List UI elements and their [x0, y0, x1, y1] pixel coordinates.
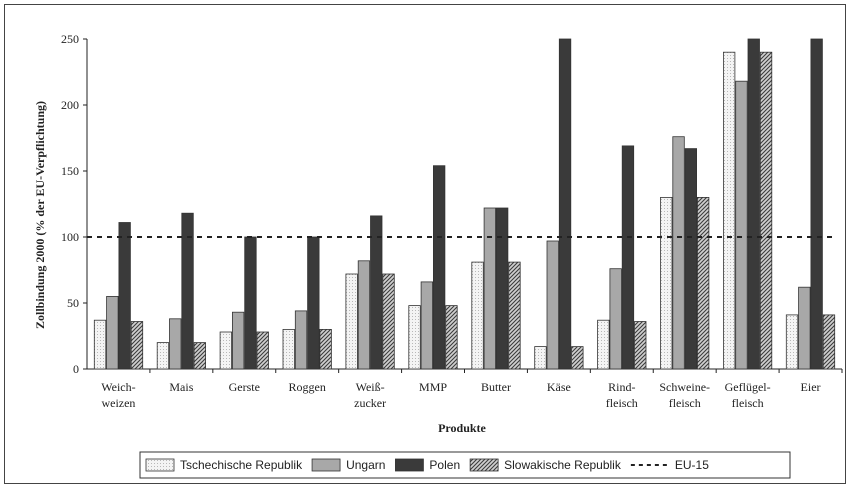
x-tick-label: MMP	[419, 380, 447, 394]
bar	[357, 260, 371, 370]
bar	[169, 318, 182, 370]
bar	[634, 321, 647, 370]
x-tick-label: Käse	[547, 380, 571, 394]
bar	[534, 346, 547, 370]
bar	[93, 319, 107, 370]
bar	[735, 80, 748, 370]
x-tick-label: Gerste	[229, 380, 260, 394]
bar	[597, 319, 610, 370]
y-tick-label: 200	[61, 98, 79, 112]
bar	[408, 305, 421, 370]
legend-label: Ungarn	[346, 458, 385, 472]
bar	[508, 261, 521, 370]
legend-swatch	[311, 458, 341, 472]
bar	[684, 148, 697, 370]
x-tick-label: Schweine-fleisch	[659, 380, 710, 410]
bar	[785, 314, 799, 370]
x-tick-label: Geflügel-fleisch	[725, 380, 771, 410]
bar	[723, 51, 736, 370]
bar	[471, 261, 484, 370]
bar	[370, 215, 383, 370]
bar	[130, 321, 144, 370]
y-tick-label: 50	[67, 296, 79, 310]
bar	[420, 281, 434, 370]
x-tick-label: Rind-fleisch	[606, 380, 638, 410]
bar	[181, 212, 194, 370]
bar	[106, 295, 119, 370]
bar	[307, 236, 320, 370]
bar	[294, 310, 308, 370]
bar	[382, 273, 395, 370]
bar	[759, 51, 773, 370]
bar	[156, 342, 170, 370]
bar	[672, 136, 685, 370]
x-tick-label: Weich-weizen	[101, 380, 135, 410]
bar	[118, 222, 131, 370]
bar	[822, 314, 836, 370]
x-tick-label: Butter	[481, 380, 511, 394]
legend: Tschechische Republik Ungarn Polen Slowakis…	[139, 451, 791, 479]
legend-label: Polen	[429, 458, 460, 472]
legend-swatch	[395, 458, 424, 472]
legend-label: EU-15	[675, 458, 709, 472]
bar	[621, 145, 635, 370]
bar	[319, 328, 332, 370]
y-tick-label: 250	[61, 32, 79, 46]
x-tick-label: Mais	[169, 380, 193, 394]
y-tick-label: 100	[61, 230, 79, 244]
bar	[193, 342, 207, 370]
bar	[445, 305, 458, 370]
legend-label: Slowakische Republik	[504, 458, 622, 472]
bar	[571, 346, 584, 370]
bar	[231, 311, 245, 370]
x-tick-label: Eier	[801, 380, 821, 394]
legend-box	[139, 451, 791, 479]
bar	[495, 207, 509, 370]
bar	[546, 240, 559, 370]
bar	[256, 331, 269, 370]
bar	[798, 286, 811, 370]
x-tick-label: Weiß-zucker	[354, 380, 386, 410]
bar	[609, 268, 622, 370]
legend-swatch	[145, 458, 175, 472]
bar	[282, 328, 295, 370]
bar	[747, 38, 760, 370]
bar	[345, 273, 358, 370]
y-tick-label: 0	[73, 362, 79, 376]
x-axis-title: Produkte	[438, 421, 486, 435]
bar	[483, 207, 497, 370]
bar	[219, 331, 233, 370]
bar	[660, 196, 673, 370]
legend-label: Tschechische Republik	[180, 458, 303, 472]
legend-swatch	[469, 458, 499, 472]
y-axis-title: Zollbindung 2000 (% der EU-Verpflichtung…	[33, 101, 47, 329]
x-tick-label: Roggen	[289, 380, 326, 394]
y-tick-label: 150	[61, 164, 79, 178]
bar	[432, 165, 446, 370]
bar	[244, 236, 257, 370]
bar	[558, 38, 572, 370]
bar	[697, 196, 710, 370]
bar	[810, 38, 823, 370]
